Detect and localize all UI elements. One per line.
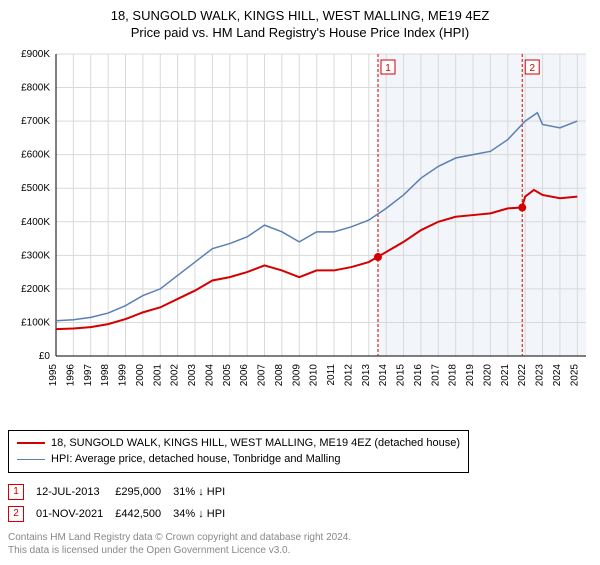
svg-text:1995: 1995 <box>48 363 59 386</box>
footer: Contains HM Land Registry data © Crown c… <box>8 531 592 557</box>
svg-text:2012: 2012 <box>343 363 354 386</box>
svg-text:2004: 2004 <box>204 363 215 386</box>
legend-text: 18, SUNGOLD WALK, KINGS HILL, WEST MALLI… <box>51 435 460 452</box>
svg-text:£600K: £600K <box>21 149 50 160</box>
marker-price: £442,500 <box>115 503 173 525</box>
svg-text:2023: 2023 <box>535 363 546 386</box>
svg-text:2017: 2017 <box>430 363 441 386</box>
svg-text:2000: 2000 <box>135 363 146 386</box>
marker-date: 01-NOV-2021 <box>36 503 115 525</box>
marker-delta: 31% ↓ HPI <box>173 481 237 503</box>
line-chart: £0 £100K £200K £300K £400K £500K £600K £700K £80… <box>8 46 592 416</box>
svg-text:1999: 1999 <box>118 363 129 386</box>
svg-text:£700K: £700K <box>21 116 50 127</box>
svg-text:£300K: £300K <box>21 250 50 261</box>
svg-text:£800K: £800K <box>21 82 50 93</box>
footer-line-2: This data is licensed under the Open Gov… <box>8 544 592 557</box>
svg-text:2: 2 <box>529 63 535 74</box>
svg-text:£400K: £400K <box>21 217 50 228</box>
svg-text:2009: 2009 <box>291 363 302 386</box>
svg-text:2025: 2025 <box>569 363 580 386</box>
title-line-1: 18, SUNGOLD WALK, KINGS HILL, WEST MALLI… <box>8 8 592 25</box>
svg-text:2001: 2001 <box>152 363 163 386</box>
svg-text:£500K: £500K <box>21 183 50 194</box>
table-row: 2 01-NOV-2021£442,50034% ↓ HPI <box>8 503 237 525</box>
svg-text:2020: 2020 <box>482 363 493 386</box>
marker-date: 12-JUL-2013 <box>36 481 115 503</box>
svg-text:2015: 2015 <box>396 363 407 386</box>
svg-text:1997: 1997 <box>83 363 94 386</box>
svg-text:2014: 2014 <box>378 363 389 386</box>
svg-text:£900K: £900K <box>21 49 50 60</box>
footer-line-1: Contains HM Land Registry data © Crown c… <box>8 531 592 544</box>
svg-text:2021: 2021 <box>500 363 511 386</box>
svg-text:2022: 2022 <box>517 363 528 386</box>
svg-text:2006: 2006 <box>239 363 250 386</box>
svg-text:2016: 2016 <box>413 363 424 386</box>
svg-text:£100K: £100K <box>21 317 50 328</box>
svg-text:2005: 2005 <box>222 363 233 386</box>
svg-text:2010: 2010 <box>309 363 320 386</box>
markers-table: 1 12-JUL-2013£295,00031% ↓ HPI 2 01-NOV-202… <box>8 481 237 525</box>
chart-title: 18, SUNGOLD WALK, KINGS HILL, WEST MALLI… <box>8 8 592 42</box>
marker-price: £295,000 <box>115 481 173 503</box>
legend-swatch <box>17 442 45 444</box>
svg-text:2018: 2018 <box>448 363 459 386</box>
legend-row: 18, SUNGOLD WALK, KINGS HILL, WEST MALLI… <box>17 435 460 452</box>
svg-text:2008: 2008 <box>274 363 285 386</box>
table-row: 1 12-JUL-2013£295,00031% ↓ HPI <box>8 481 237 503</box>
title-line-2: Price paid vs. HM Land Registry's House … <box>8 25 592 42</box>
svg-text:2002: 2002 <box>170 363 181 386</box>
svg-text:1: 1 <box>385 63 391 74</box>
svg-text:1996: 1996 <box>65 363 76 386</box>
svg-text:2024: 2024 <box>552 363 563 386</box>
legend-swatch <box>17 459 45 461</box>
svg-text:2007: 2007 <box>257 363 268 386</box>
svg-text:2003: 2003 <box>187 363 198 386</box>
marker-badge: 1 <box>8 484 24 500</box>
legend: 18, SUNGOLD WALK, KINGS HILL, WEST MALLI… <box>8 430 469 473</box>
legend-row: HPI: Average price, detached house, Tonb… <box>17 451 460 468</box>
svg-text:2011: 2011 <box>326 363 337 385</box>
svg-text:1998: 1998 <box>100 363 111 386</box>
svg-text:2013: 2013 <box>361 363 372 386</box>
legend-text: HPI: Average price, detached house, Tonb… <box>51 451 340 468</box>
svg-text:2019: 2019 <box>465 363 476 386</box>
svg-text:£0: £0 <box>39 351 51 362</box>
svg-text:£200K: £200K <box>21 284 50 295</box>
marker-badge: 2 <box>8 506 24 522</box>
marker-delta: 34% ↓ HPI <box>173 503 237 525</box>
